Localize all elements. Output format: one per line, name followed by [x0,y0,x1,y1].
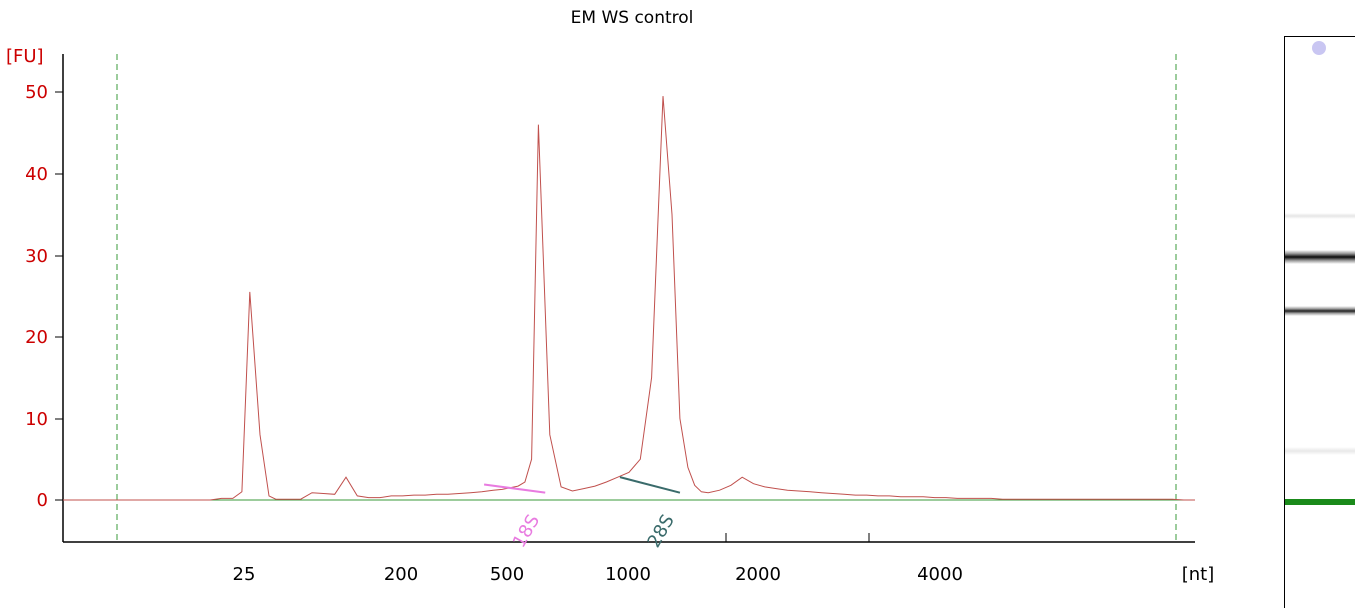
annotation-line-28S [619,476,681,494]
gel-band-28s [1285,250,1355,264]
gel-band-18s [1285,306,1355,316]
x-minor-ticks [725,533,870,542]
y-axis-unit: [FU] [6,46,44,67]
x-axis-unit: [nt] [1182,564,1215,585]
gel-marker-dot-icon [1312,41,1326,55]
x-tick-500: 500 [490,564,524,585]
x-ticks: 25 200 500 1000 2000 4000 [nt] [233,564,1215,585]
peak-annotations: 18S 28S [483,476,681,551]
gel-lane-image [1284,36,1355,608]
electropherogram-plot: [FU] 50 40 30 20 10 0 25 200 500 10 [6,46,1215,585]
annotation-label-28S: 28S [643,511,678,551]
x-tick-200: 200 [384,564,418,585]
x-tick-1000: 1000 [605,564,651,585]
gel-band-faint-low [1285,447,1355,455]
x-tick-25: 25 [233,564,256,585]
svg-text:50: 50 [25,82,48,103]
chart-title: EM WS control [570,8,694,28]
x-tick-4000: 4000 [917,564,963,585]
y-tick-10: 10 [25,409,63,430]
svg-text:40: 40 [25,164,48,185]
svg-text:10: 10 [25,409,48,430]
y-tick-30: 30 [25,246,63,267]
annotation-label-18S: 18S [509,511,544,551]
electropherogram-trace [63,96,1195,501]
x-tick-2000: 2000 [735,564,781,585]
y-tick-0: 0 [37,490,63,511]
gel-marker-band [1285,499,1355,505]
y-tick-40: 40 [25,164,63,185]
y-tick-50: 50 [25,82,63,103]
y-tick-20: 20 [25,327,63,348]
svg-text:30: 30 [25,246,48,267]
gel-band-faint-top [1285,213,1355,219]
svg-text:0: 0 [37,490,48,511]
annotation-line-18S [483,483,546,494]
y-ticks: 50 40 30 20 10 0 [25,82,63,511]
svg-text:20: 20 [25,327,48,348]
